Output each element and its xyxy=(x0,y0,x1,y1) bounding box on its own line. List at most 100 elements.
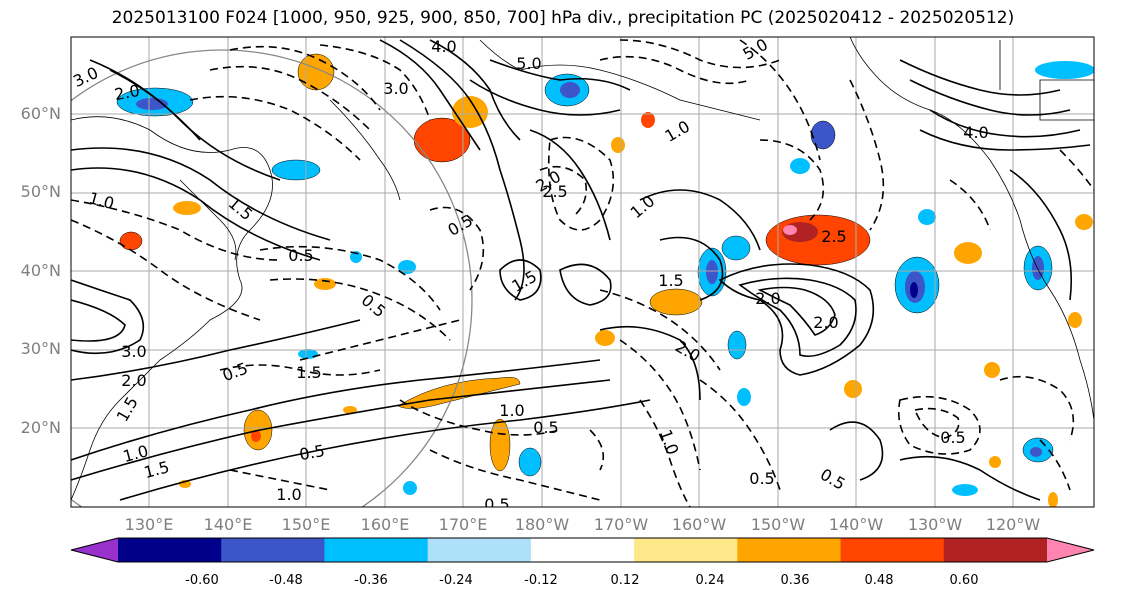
lon-label: 130°E xyxy=(124,515,174,534)
dashed-contours xyxy=(71,39,1094,507)
contour-label: 0.5 xyxy=(484,495,509,514)
lon-label: 170°E xyxy=(438,515,488,534)
contour-label: 3.0 xyxy=(121,342,146,361)
contour-label: 2.5 xyxy=(542,182,567,201)
colorbar-label: -0.12 xyxy=(524,573,558,588)
colorbar-extend-high xyxy=(1047,538,1094,562)
colorbar-segment xyxy=(530,538,635,562)
coastlines xyxy=(71,37,1094,501)
contour-label: 0.5 xyxy=(749,469,774,488)
lon-label: 170°W xyxy=(593,515,649,534)
shade-patch xyxy=(518,447,542,477)
shade-patch xyxy=(989,456,1001,468)
lon-label: 160°W xyxy=(671,515,727,534)
colorbar-label: 0.60 xyxy=(949,573,979,588)
shade-patch xyxy=(343,406,357,414)
colorbar-segment xyxy=(943,538,1048,562)
contour-label: 0.5 xyxy=(533,418,558,437)
contour-label: 2.5 xyxy=(821,227,846,246)
lat-label: 30°N xyxy=(20,339,61,358)
colorbar-label: 0.36 xyxy=(780,573,810,588)
map-frame xyxy=(70,36,1095,508)
colorbar-segment xyxy=(324,538,429,562)
lon-label: 140°E xyxy=(203,515,253,534)
lat-label: 40°N xyxy=(20,261,61,280)
solid-contours xyxy=(71,39,1091,501)
lat-label: 20°N xyxy=(20,418,61,437)
shade-patch xyxy=(173,201,201,215)
shade-patch xyxy=(560,82,580,98)
shade-patch xyxy=(952,484,978,496)
contour-label: 0.5 xyxy=(940,428,965,447)
contour-label: 2.0 xyxy=(113,81,141,104)
contour-label: 0.5 xyxy=(288,246,313,265)
shade-patch xyxy=(727,330,747,360)
shade-patch xyxy=(1075,214,1093,230)
shade-patch xyxy=(765,214,871,266)
shade-patch xyxy=(1032,256,1044,280)
colorbar-segment xyxy=(840,538,945,562)
colorbar xyxy=(70,537,1095,563)
shade-patch xyxy=(810,120,836,150)
shade-patch xyxy=(403,481,417,495)
shade-patch xyxy=(314,278,336,290)
shade-patch xyxy=(1035,61,1094,79)
shade-patch xyxy=(1030,447,1042,457)
shade-patch xyxy=(844,380,862,398)
contour-label: 1.5 xyxy=(658,271,683,290)
shade-patch xyxy=(984,362,1000,378)
colorbar-label: 0.48 xyxy=(864,573,894,588)
colorbar-segment xyxy=(221,538,325,562)
colorbar-outline xyxy=(70,537,1095,563)
shade-patch xyxy=(350,251,362,263)
lon-label: 150°E xyxy=(281,515,331,534)
lon-label: 130°W xyxy=(907,515,963,534)
map-title: 2025013100 F024 [1000, 950, 925, 900, 85… xyxy=(111,8,1015,28)
colorbar-segment xyxy=(737,538,842,562)
colorbar-label: -0.24 xyxy=(439,573,473,588)
shade-patch xyxy=(251,430,261,442)
contour-label: 2.0 xyxy=(755,289,780,308)
shade-patch xyxy=(489,418,511,472)
shading-layer xyxy=(116,53,1094,507)
colorbar-extend-low xyxy=(71,538,118,562)
shade-patch xyxy=(641,112,655,128)
lon-label: 150°W xyxy=(750,515,806,534)
shade-patch xyxy=(737,388,751,406)
contour-label: 4.0 xyxy=(963,123,988,142)
colorbar-segment xyxy=(634,538,738,562)
lat-label: 50°N xyxy=(20,182,61,201)
shade-patch xyxy=(1048,492,1058,507)
colorbar-label: -0.48 xyxy=(269,573,303,588)
lon-label: 160°E xyxy=(360,515,410,534)
contour-label: 5.0 xyxy=(516,54,541,73)
lat-label: 60°N xyxy=(20,104,61,123)
colorbar-label: -0.36 xyxy=(354,573,388,588)
shade-patch xyxy=(790,158,810,174)
contour-label: 3.0 xyxy=(383,79,408,98)
colorbar-label: -0.60 xyxy=(185,573,219,588)
shade-patch xyxy=(297,53,335,91)
contour-label: 1.0 xyxy=(499,401,524,420)
shade-patch xyxy=(721,235,751,261)
colorbar-segment xyxy=(118,538,222,562)
colorbar-label: 0.24 xyxy=(695,573,725,588)
shade-patch xyxy=(649,288,703,316)
lon-label: 140°W xyxy=(828,515,884,534)
shade-patch xyxy=(1068,312,1082,328)
shade-patch xyxy=(706,260,718,284)
shade-patch xyxy=(918,209,936,225)
graticule xyxy=(71,37,1094,507)
shade-patch xyxy=(452,96,488,128)
shade-patch xyxy=(119,231,143,251)
contour-label: 4.0 xyxy=(431,37,456,56)
colorbar-segment xyxy=(427,538,532,562)
contour-label: 2.0 xyxy=(121,371,146,390)
shade-patch xyxy=(271,159,321,181)
lon-label: 120°W xyxy=(985,515,1041,534)
shade-patch xyxy=(611,137,625,153)
range-circle xyxy=(71,49,473,507)
shade-patch xyxy=(910,282,918,298)
shade-patch xyxy=(954,242,982,264)
